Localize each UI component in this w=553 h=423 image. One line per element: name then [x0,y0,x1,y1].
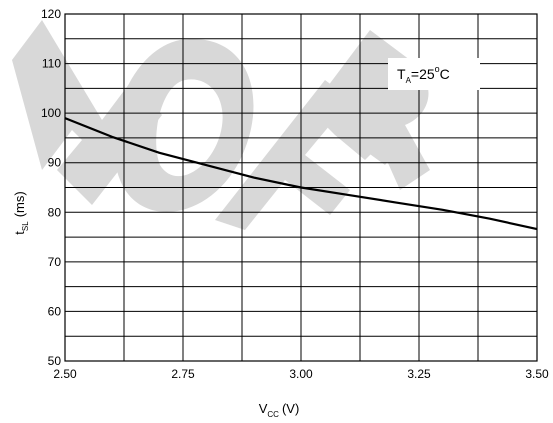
watermark-letter-o [113,39,254,213]
plot-frame [64,13,538,362]
chart-grid [64,13,538,362]
y-tick-label: 70 [48,255,62,269]
y-axis-label: tSL(ms) [12,191,30,234]
y-tick-label: 80 [48,205,62,219]
x-axis-label: VCC (V) [259,401,300,419]
series-layer [64,117,538,231]
watermark-letter-r [310,30,430,190]
x-tick-label: 3.50 [525,367,549,381]
x-tick-label: 2.75 [171,367,195,381]
series-line [64,117,538,231]
tick-labels: 2.50 2.75 3.00 3.25 3.50 50 60 70 80 90 100 110 120 [41,7,549,381]
y-tick-label: 60 [48,304,62,318]
annotation-label: TA=25oC [397,64,450,85]
x-tick-label: 2.50 [53,367,77,381]
y-tick-label: 100 [41,106,61,120]
x-tick-label: 3.25 [407,367,431,381]
y-tick-label: 120 [41,7,61,21]
y-tick-label: 110 [42,57,61,71]
temperature-annotation: TA=25oC [388,58,480,90]
annotation-box [388,58,480,90]
y-tick-label: 50 [48,354,62,368]
y-tick-label: 90 [48,156,62,170]
x-tick-label: 3.00 [289,367,313,381]
